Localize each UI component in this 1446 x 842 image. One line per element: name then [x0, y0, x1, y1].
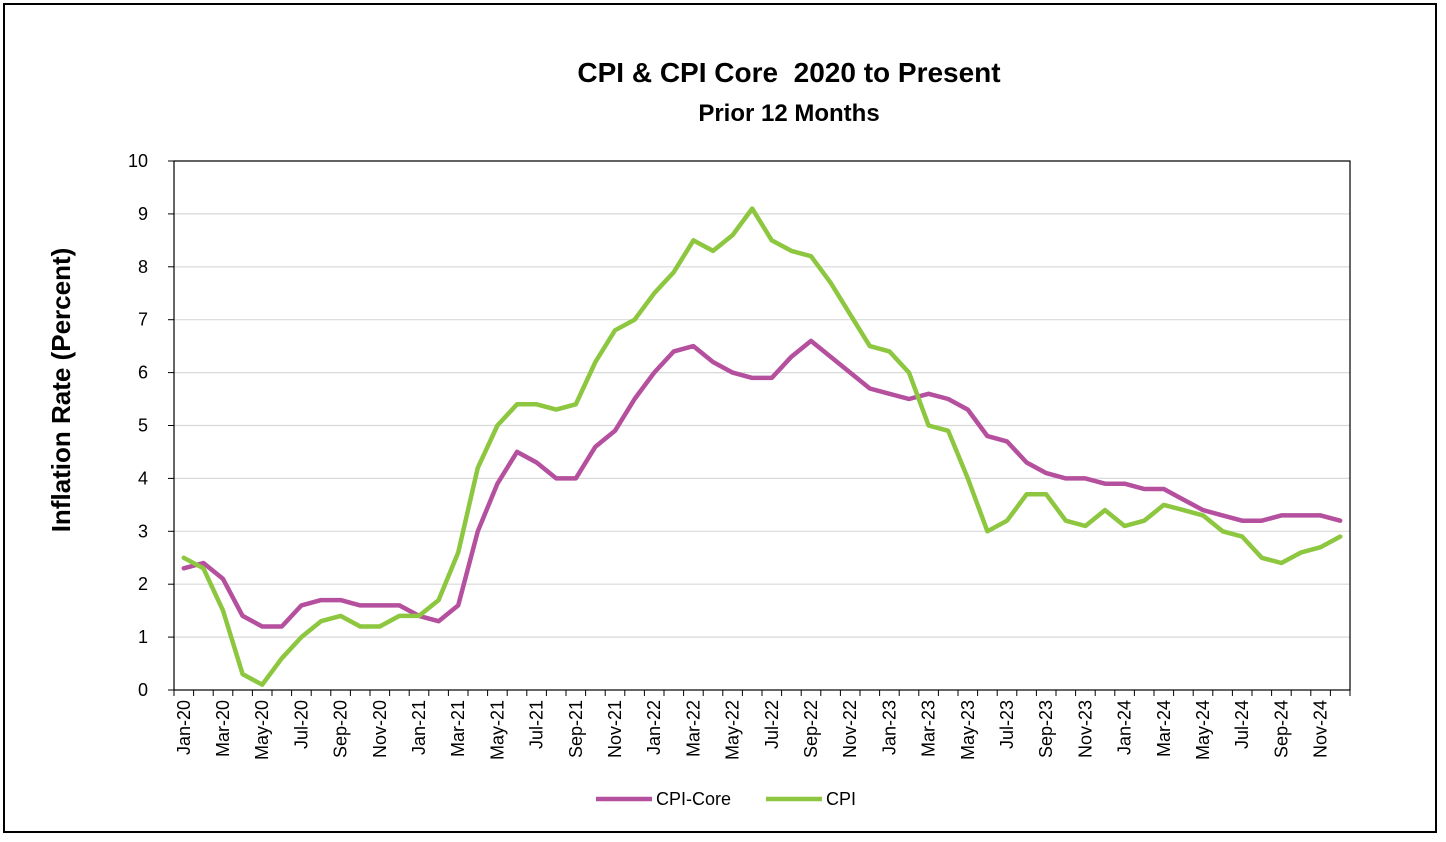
y-tick-label: 0	[138, 680, 148, 700]
y-tick-label: 7	[138, 310, 148, 330]
y-tick-label: 5	[138, 416, 148, 436]
x-tick-label: Sep-21	[566, 700, 586, 758]
x-tick-label: Jul-22	[762, 700, 782, 749]
y-tick-label: 9	[138, 204, 148, 224]
x-tick-label: Mar-24	[1154, 700, 1174, 757]
x-tick-label: Nov-22	[840, 700, 860, 758]
y-axis-label: Inflation Rate (Percent)	[46, 248, 76, 533]
series-lines	[181, 206, 1343, 687]
y-tick-labels: 0 1 2 3 4 5 6 7 8 9 10	[128, 151, 148, 700]
x-tick-label: Nov-20	[370, 700, 390, 758]
x-tick-label: May-22	[723, 700, 743, 760]
legend: CPI-Core CPI	[596, 789, 856, 809]
series-line-cpi	[181, 206, 1343, 687]
y-tick-label: 1	[138, 627, 148, 647]
x-tick-label: Mar-20	[213, 700, 233, 757]
y-tick-label: 2	[138, 574, 148, 594]
axes	[168, 160, 1351, 696]
x-tick-label: Jan-21	[409, 700, 429, 755]
x-tick-label: May-24	[1193, 700, 1213, 760]
x-tick-label: Sep-24	[1271, 700, 1291, 758]
chart-subtitle: Prior 12 Months	[698, 100, 879, 127]
x-tick-label: Jul-20	[291, 700, 311, 749]
x-tick-label: Jan-23	[879, 700, 899, 755]
chart-title: CPI & CPI Core 2020 to Present	[577, 57, 1000, 88]
gridlines	[174, 160, 1350, 638]
x-tick-label: Jul-24	[1232, 700, 1252, 749]
x-tick-label: Jul-23	[997, 700, 1017, 749]
x-tick-label: Sep-20	[331, 700, 351, 758]
x-tick-label: Jul-21	[527, 700, 547, 749]
x-tick-label: Jan-22	[644, 700, 664, 755]
x-tick-label: Mar-22	[683, 700, 703, 757]
x-tick-label: Mar-23	[919, 700, 939, 757]
x-tick-label: Jan-20	[174, 700, 194, 755]
chart-frame	[3, 3, 1437, 833]
x-tick-label: May-21	[487, 700, 507, 760]
legend-label: CPI	[826, 789, 856, 809]
x-tick-label: Mar-21	[448, 700, 468, 757]
x-tick-label: Nov-21	[605, 700, 625, 758]
x-tick-label: Sep-23	[1036, 700, 1056, 758]
y-tick-label: 3	[138, 521, 148, 541]
x-tick-label: Nov-23	[1075, 700, 1095, 758]
x-tick-label: Jan-24	[1115, 700, 1135, 755]
y-tick-label: 6	[138, 363, 148, 383]
x-tick-label: May-23	[958, 700, 978, 760]
x-tick-label: Nov-24	[1311, 700, 1331, 758]
legend-label: CPI-Core	[656, 789, 731, 809]
y-tick-label: 8	[138, 257, 148, 277]
y-tick-label: 10	[128, 151, 148, 171]
series-line-cpi-core	[181, 338, 1343, 629]
x-tick-label: Sep-22	[801, 700, 821, 758]
x-tick-label: May-20	[252, 700, 272, 760]
y-tick-label: 4	[138, 468, 148, 488]
x-tick-labels: Jan-20 Mar-20 May-20 Jul-20 Sep-20 Nov-20 Jan-…	[174, 700, 1331, 760]
